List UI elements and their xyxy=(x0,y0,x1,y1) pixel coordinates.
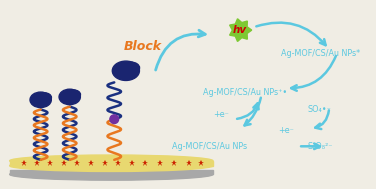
Text: +e⁻: +e⁻ xyxy=(213,110,229,119)
Text: SO₄•⁻: SO₄•⁻ xyxy=(308,105,332,114)
Ellipse shape xyxy=(59,89,80,105)
Text: Ag-MOF/CS/Au NPs*: Ag-MOF/CS/Au NPs* xyxy=(281,49,360,58)
Ellipse shape xyxy=(38,93,52,102)
Polygon shape xyxy=(230,19,252,41)
Text: Ag-MOF/CS/Au NPs⁺•: Ag-MOF/CS/Au NPs⁺• xyxy=(203,88,288,97)
Text: Ag-MOF/CS/Au NPs: Ag-MOF/CS/Au NPs xyxy=(172,142,247,151)
Ellipse shape xyxy=(67,90,80,99)
Text: S₂O₈²⁻: S₂O₈²⁻ xyxy=(308,142,334,151)
Text: +e⁻: +e⁻ xyxy=(277,126,294,135)
Ellipse shape xyxy=(10,155,213,167)
Ellipse shape xyxy=(112,61,139,81)
Polygon shape xyxy=(10,170,213,174)
Text: hv: hv xyxy=(233,25,247,35)
Ellipse shape xyxy=(10,169,213,180)
Ellipse shape xyxy=(10,160,213,171)
Text: Block: Block xyxy=(124,40,162,53)
Ellipse shape xyxy=(30,92,51,108)
Polygon shape xyxy=(10,161,213,166)
Ellipse shape xyxy=(122,62,139,74)
Circle shape xyxy=(110,115,118,124)
